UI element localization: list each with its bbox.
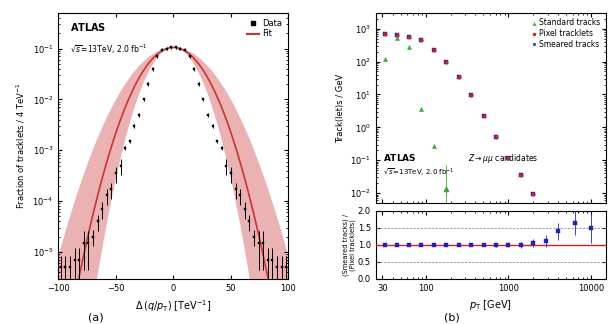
Y-axis label: (Smeared tracks) /
(Pixel tracklets): (Smeared tracks) / (Pixel tracklets)	[343, 214, 357, 276]
X-axis label: $p_{\rm T}$ [GeV]: $p_{\rm T}$ [GeV]	[469, 298, 512, 312]
X-axis label: $\Delta\,(q/p_{\rm T})\;[\mathrm{TeV}^{-1}]$: $\Delta\,(q/p_{\rm T})\;[\mathrm{TeV}^{-…	[135, 298, 212, 314]
Legend: Data, Fit: Data, Fit	[245, 17, 284, 40]
Text: (b): (b)	[444, 313, 460, 323]
Text: (a): (a)	[87, 313, 103, 323]
Legend: Standard tracks, Pixel tracklets, Smeared tracks: Standard tracks, Pixel tracklets, Smeare…	[530, 17, 602, 51]
Y-axis label: Fraction of tracklets / 4 TeV$^{-1}$: Fraction of tracklets / 4 TeV$^{-1}$	[15, 83, 27, 209]
Y-axis label: Track(let)s / GeV: Track(let)s / GeV	[336, 73, 344, 143]
Text: $\sqrt{s}$=13TeV, 2.0 fb$^{-1}$: $\sqrt{s}$=13TeV, 2.0 fb$^{-1}$	[383, 167, 454, 179]
Text: $\sqrt{s}$=13TeV, 2.0 fb$^{-1}$: $\sqrt{s}$=13TeV, 2.0 fb$^{-1}$	[70, 42, 148, 56]
Text: $Z \rightarrow \mu\mu$ candidates: $Z \rightarrow \mu\mu$ candidates	[468, 152, 538, 165]
Text: $\bf{ATLAS}$: $\bf{ATLAS}$	[70, 21, 106, 33]
Text: $\bf{ATLAS}$: $\bf{ATLAS}$	[383, 152, 416, 163]
